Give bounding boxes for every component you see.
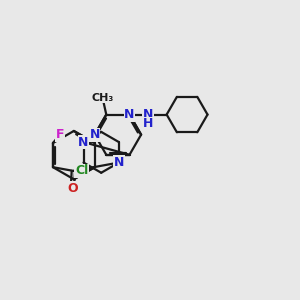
Text: CH₃: CH₃ (92, 93, 114, 103)
Text: Cl: Cl (75, 164, 88, 177)
Text: N: N (124, 108, 135, 121)
Text: F: F (56, 128, 64, 141)
Text: H: H (143, 117, 153, 130)
Text: N: N (114, 156, 124, 169)
Text: N: N (89, 128, 100, 141)
Text: O: O (67, 182, 78, 195)
Text: N: N (78, 136, 89, 148)
Text: N: N (143, 108, 153, 121)
